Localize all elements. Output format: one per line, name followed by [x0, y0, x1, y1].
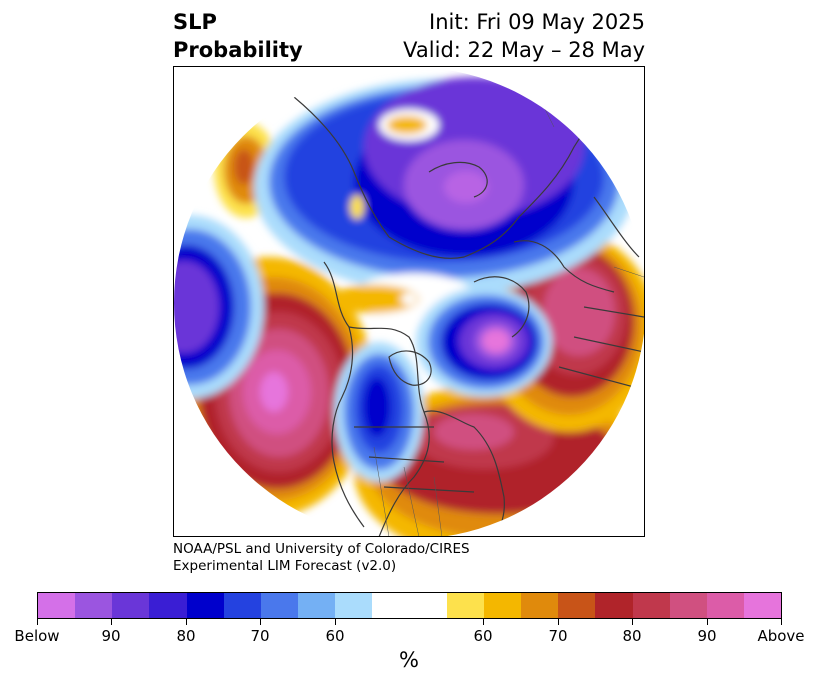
- credit-line-1: NOAA/PSL and University of Colorado/CIRE…: [173, 541, 470, 557]
- colorbar-tick-label: 70: [250, 627, 270, 645]
- colorbar-swatch: [632, 593, 670, 618]
- title-line-1: SLP: [173, 10, 217, 34]
- colorbar-swatch: [112, 593, 150, 618]
- colorbar: [37, 592, 782, 619]
- colorbar-swatch: [669, 593, 707, 618]
- colorbar-swatch: [706, 593, 744, 618]
- colorbar-swatch: [298, 593, 336, 618]
- colorbar-tick-mark: [707, 619, 708, 625]
- colorbar-swatch: [223, 593, 261, 618]
- colorbar-swatch: [260, 593, 299, 618]
- colorbar-tick-label: 80: [176, 627, 196, 645]
- map-panel: [173, 66, 645, 537]
- colorbar-tick-mark: [483, 619, 484, 625]
- colorbar-swatch: [372, 593, 410, 618]
- colorbar-swatch: [558, 593, 596, 618]
- colorbar-swatch: [446, 593, 484, 618]
- map-title: SLP Probability: [173, 8, 303, 64]
- title-line-2: Probability: [173, 38, 303, 62]
- colorbar-tick-mark: [335, 619, 336, 625]
- valid-range: Valid: 22 May – 28 May: [403, 38, 645, 62]
- colorbar-tick-mark: [260, 619, 261, 625]
- colorbar-swatch: [743, 593, 782, 618]
- colorbar-tick-label: 70: [548, 627, 568, 645]
- colorbar-tick-label: 80: [622, 627, 642, 645]
- slp-probability-map: [174, 67, 644, 536]
- colorbar-swatch: [186, 593, 224, 618]
- colorbar-tick-mark: [111, 619, 112, 625]
- colorbar-swatch: [335, 593, 373, 618]
- colorbar-swatch: [75, 593, 113, 618]
- forecast-dates: Init: Fri 09 May 2025 Valid: 22 May – 28…: [403, 8, 645, 64]
- colorbar-swatch: [595, 593, 633, 618]
- colorbar-swatch: [521, 593, 559, 618]
- colorbar-tick-label: 60: [325, 627, 345, 645]
- colorbar-tick-label: 90: [101, 627, 121, 645]
- colorbar-swatch: [149, 593, 187, 618]
- colorbar-swatch: [38, 593, 76, 618]
- colorbar-unit: %: [399, 648, 419, 672]
- colorbar-tick-mark: [186, 619, 187, 625]
- colorbar-tick-label: 60: [473, 627, 493, 645]
- colorbar-tick-label: 90: [697, 627, 717, 645]
- colorbar-tick-mark: [558, 619, 559, 625]
- colorbar-tick-mark: [632, 619, 633, 625]
- colorbar-tick-mark: [781, 619, 782, 625]
- credit-text: NOAA/PSL and University of Colorado/CIRE…: [173, 541, 470, 575]
- colorbar-swatch: [409, 593, 447, 618]
- init-date: Init: Fri 09 May 2025: [429, 10, 645, 34]
- colorbar-swatch: [483, 593, 522, 618]
- colorbar-tick-label: Above: [757, 627, 805, 645]
- credit-line-2: Experimental LIM Forecast (v2.0): [173, 558, 397, 574]
- colorbar-tick-mark: [37, 619, 38, 625]
- colorbar-tick-label: Below: [14, 627, 60, 645]
